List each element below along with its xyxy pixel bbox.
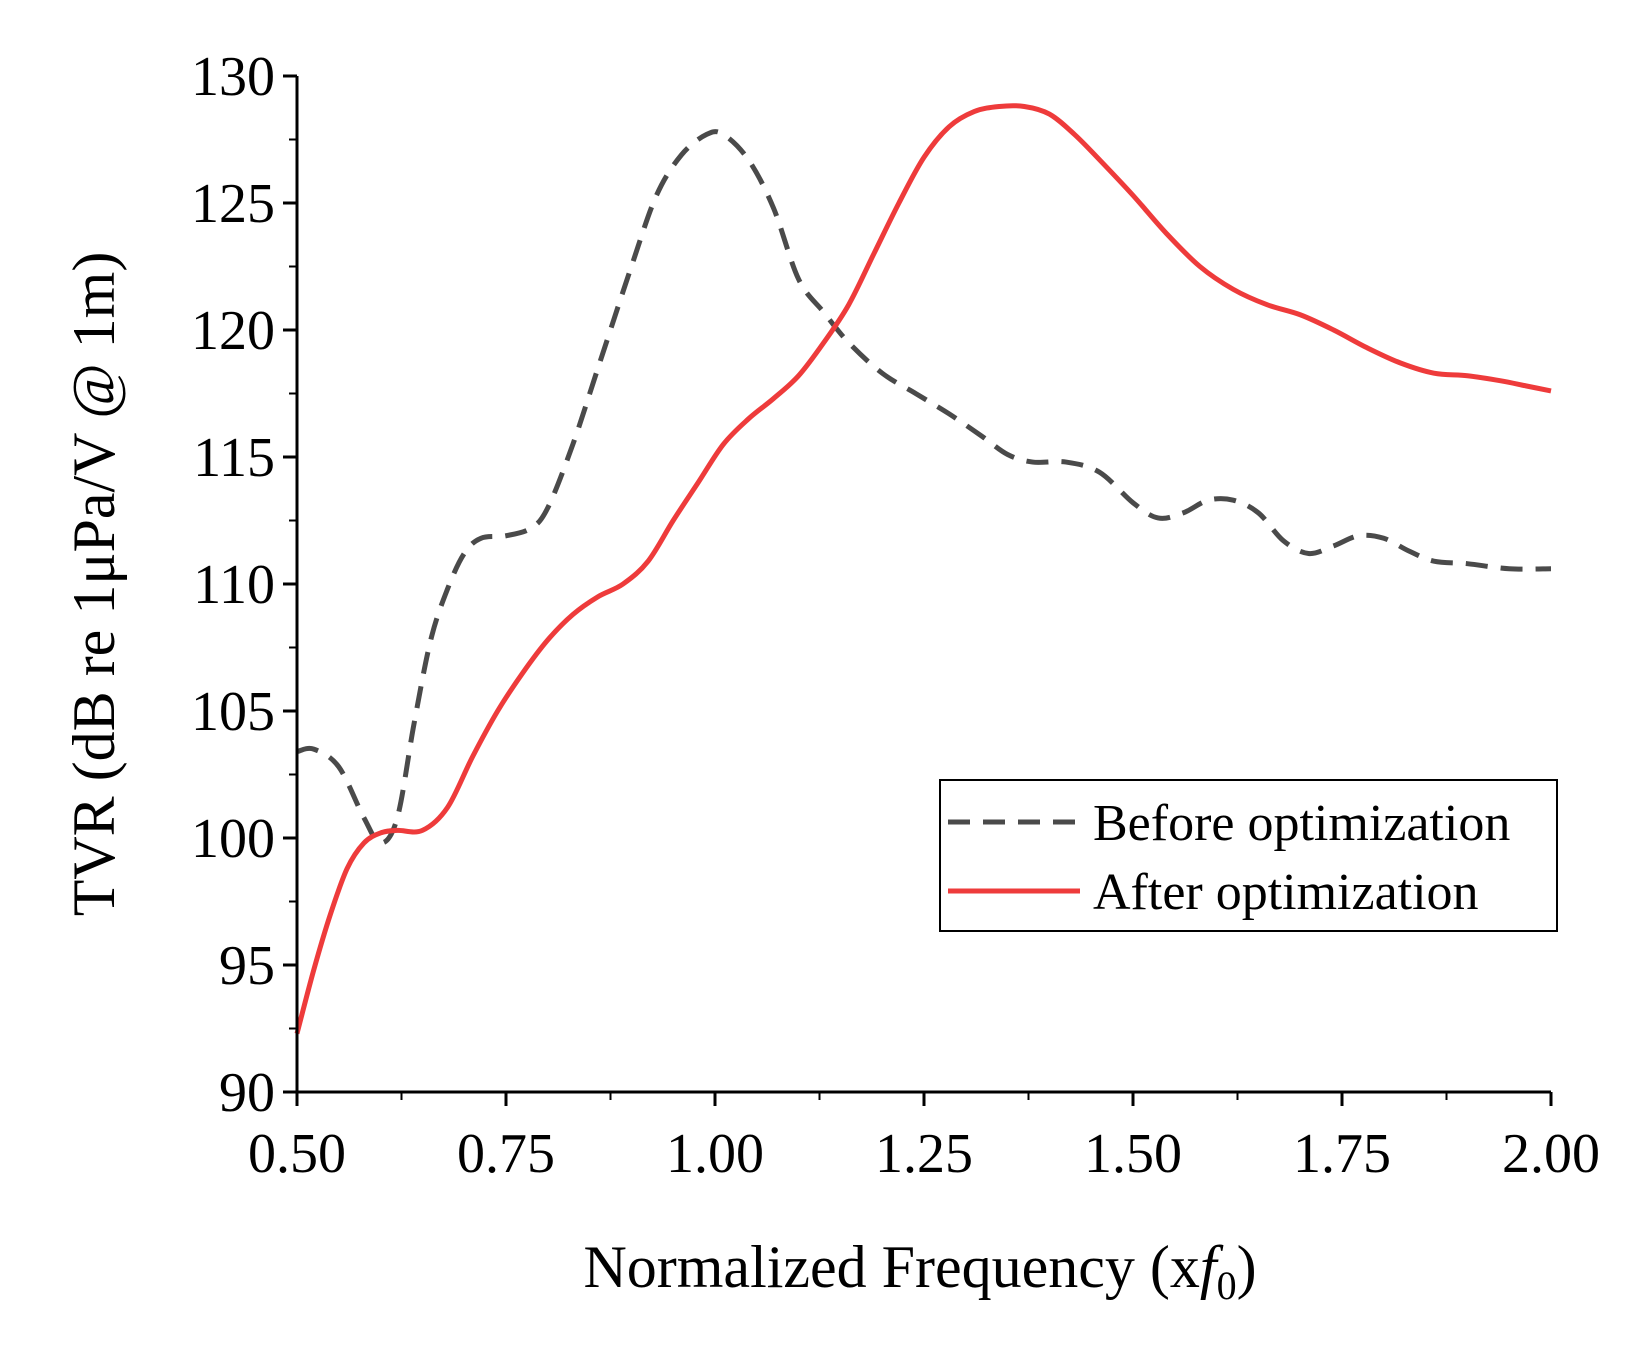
- x-axis-title-close: ): [1237, 1234, 1257, 1300]
- legend-box: [939, 779, 1558, 932]
- y-axis-title: TVR (dB re 1μPa/V @ 1m): [61, 252, 127, 917]
- y-tick-label: 110: [193, 554, 275, 616]
- x-axis-title-text: Normalized Frequency (x: [583, 1234, 1199, 1300]
- x-tick-label: 1.50: [1084, 1123, 1182, 1185]
- y-tick-label: 100: [191, 808, 275, 870]
- x-tick-label: 2.00: [1502, 1123, 1600, 1185]
- y-tick-label: 115: [193, 427, 275, 489]
- y-tick-label: 95: [219, 935, 275, 997]
- x-tick-label: 0.50: [248, 1123, 346, 1185]
- y-ticks: 90 95 100 105 110 115 120 125 130: [191, 46, 297, 1124]
- y-tick-label: 125: [191, 173, 275, 235]
- legend: Before optimization After optimization: [939, 779, 1558, 932]
- x-axis-title-subscript: 0: [1217, 1263, 1237, 1308]
- series-line-after-optimization: [294, 103, 1552, 1035]
- x-tick-label: 1.00: [666, 1123, 764, 1185]
- legend-label-after: After optimization: [1093, 864, 1479, 921]
- series-layer: [294, 103, 1552, 1035]
- y-tick-label: 105: [191, 681, 275, 743]
- legend-label-before: Before optimization: [1093, 795, 1510, 852]
- x-axis-title: Normalized Frequency (xf0): [583, 1234, 1256, 1308]
- y-tick-label: 120: [191, 300, 275, 362]
- x-tick-label: 0.75: [457, 1123, 555, 1185]
- y-tick-label: 90: [219, 1062, 275, 1124]
- y-tick-label: 130: [191, 46, 275, 108]
- x-tick-label: 1.75: [1293, 1123, 1391, 1185]
- x-tick-label: 1.25: [875, 1123, 973, 1185]
- series-line-before-optimization: [296, 129, 1552, 846]
- x-ticks: 0.50 0.75 1.00 1.25 1.50 1.75 2.00: [248, 1092, 1600, 1185]
